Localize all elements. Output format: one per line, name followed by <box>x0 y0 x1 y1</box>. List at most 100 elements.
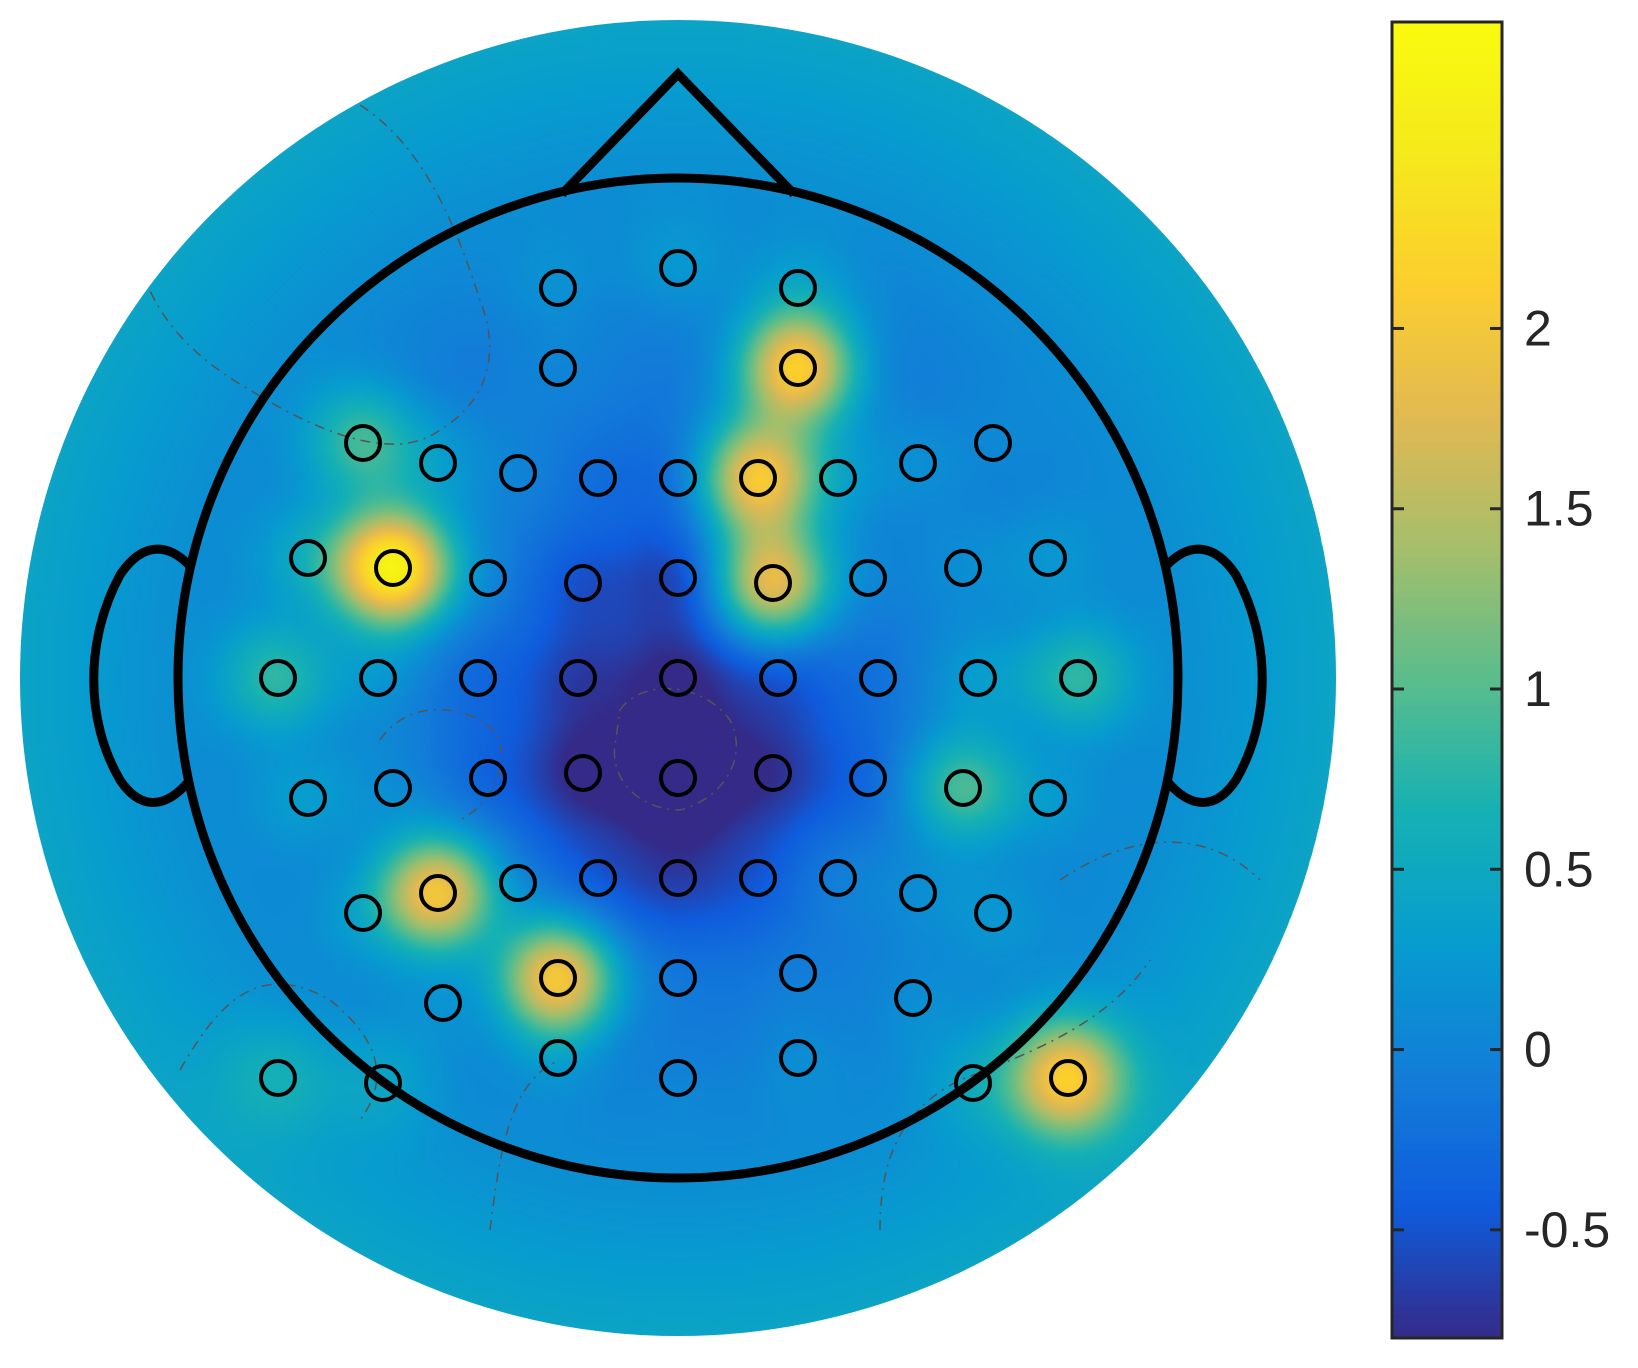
colorbar-segment <box>1392 1247 1502 1257</box>
colorbar-segment <box>1392 1206 1502 1216</box>
electrode-marker <box>499 454 537 492</box>
electrode-marker <box>659 759 697 797</box>
colorbar-segment <box>1392 285 1502 295</box>
electrode-marker <box>539 1039 577 1077</box>
colorbar-segment <box>1392 959 1502 969</box>
colorbar-segment <box>1392 96 1502 106</box>
electrode-marker <box>779 1039 817 1077</box>
colorbar-segment <box>1392 754 1502 764</box>
colorbar-segment <box>1392 1239 1502 1249</box>
head-outline <box>89 67 1267 1183</box>
electrode-marker <box>779 954 817 992</box>
colorbar-segment <box>1392 309 1502 319</box>
colorbar-segment <box>1392 984 1502 994</box>
colorbar-segment <box>1392 301 1502 311</box>
colorbar-segment <box>1392 721 1502 731</box>
colorbar-segment <box>1392 819 1502 829</box>
colorbar-segment <box>1392 1000 1502 1010</box>
colorbar-segment <box>1392 745 1502 755</box>
electrode-marker <box>419 874 457 912</box>
electrode-marker <box>974 424 1012 462</box>
electrode-marker <box>374 549 412 587</box>
electrode-marker <box>974 894 1012 932</box>
colorbar-segment <box>1392 507 1502 517</box>
colorbar-segment <box>1392 1033 1502 1043</box>
colorbar-segment <box>1392 1329 1502 1339</box>
colorbar-segment <box>1392 836 1502 846</box>
colorbar-segment <box>1392 87 1502 97</box>
colorbar-segment <box>1392 943 1502 953</box>
electrode-marker <box>1049 1059 1087 1097</box>
colorbar-segment <box>1392 416 1502 426</box>
colorbar-segment <box>1392 712 1502 722</box>
colorbar-segment <box>1392 951 1502 961</box>
colorbar-segment <box>1392 589 1502 599</box>
colorbar-segment <box>1392 252 1502 262</box>
colorbar-segment <box>1392 326 1502 336</box>
colorbar-segment <box>1392 688 1502 698</box>
electrode-marker <box>564 564 602 602</box>
electrode-marker <box>779 269 817 307</box>
electrode-marker <box>289 779 327 817</box>
colorbar-tick-label: -0.5 <box>1524 1202 1610 1258</box>
colorbar-tick-label: 1.5 <box>1524 481 1594 537</box>
colorbar-segment <box>1392 433 1502 443</box>
colorbar-segment <box>1392 71 1502 81</box>
electrode-marker <box>539 269 577 307</box>
electrode-marker <box>754 754 792 792</box>
colorbar-segment <box>1392 762 1502 772</box>
colorbar-segment <box>1392 1296 1502 1306</box>
electrode-marker <box>739 459 777 497</box>
electrode-markers <box>259 249 1097 1102</box>
electrode-marker <box>819 859 857 897</box>
colorbar-segment <box>1392 531 1502 541</box>
electrode-marker <box>364 1064 402 1102</box>
colorbar-segment <box>1392 1124 1502 1134</box>
colorbar-segment <box>1392 1017 1502 1027</box>
colorbar-segment <box>1392 548 1502 558</box>
colorbar-segment <box>1392 910 1502 920</box>
colorbar-segment <box>1392 1140 1502 1150</box>
electrode-marker <box>499 864 537 902</box>
electrode-marker <box>959 659 997 697</box>
colorbar-segment <box>1392 605 1502 616</box>
colorbar-segment <box>1392 581 1502 591</box>
colorbar-segment <box>1392 885 1502 895</box>
colorbar-segment <box>1392 1025 1502 1035</box>
colorbar-segment <box>1392 828 1502 838</box>
electrode-marker <box>424 984 462 1022</box>
electrode-marker <box>344 424 382 462</box>
colorbar-segment <box>1392 276 1502 286</box>
electrode-marker <box>739 859 777 897</box>
colorbar-segment <box>1392 22 1502 32</box>
colorbar-segment <box>1392 737 1502 747</box>
colorbar-tick-label: 2 <box>1524 300 1552 356</box>
electrode-marker <box>944 769 982 807</box>
colorbar-segment <box>1392 178 1502 188</box>
electrode-marker <box>659 1059 697 1097</box>
colorbar-segment <box>1392 383 1502 393</box>
colorbar-segment <box>1392 918 1502 928</box>
colorbar-tick-label: 0 <box>1524 1022 1552 1078</box>
electrode-marker <box>539 349 577 387</box>
left-ear-outline <box>89 544 194 807</box>
colorbar-segment <box>1392 482 1502 492</box>
electrode-marker <box>459 659 497 697</box>
colorbar-segment <box>1392 680 1502 690</box>
colorbar-segment <box>1392 211 1502 221</box>
colorbar-segment <box>1392 1321 1502 1331</box>
electrode-marker <box>539 959 577 997</box>
electrode-marker <box>1029 539 1067 577</box>
colorbar-segment <box>1392 803 1502 813</box>
colorbar-segment <box>1392 893 1502 903</box>
electrode-marker <box>659 249 697 287</box>
colorbar-segment <box>1392 1050 1502 1060</box>
electrode-marker <box>899 874 937 912</box>
colorbar-segment <box>1392 844 1502 854</box>
electrode-marker <box>849 559 887 597</box>
colorbar-segment <box>1392 877 1502 887</box>
colorbar-segment <box>1392 811 1502 821</box>
colorbar-segment <box>1392 976 1502 986</box>
